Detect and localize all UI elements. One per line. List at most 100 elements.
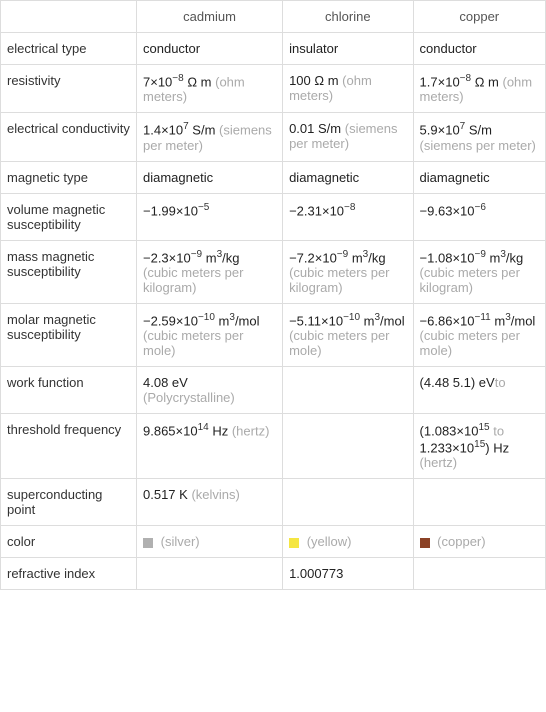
cell-value: /mol (380, 313, 405, 328)
data-cell: (copper) (413, 525, 545, 557)
data-cell: diamagnetic (137, 161, 283, 193)
row-label: electrical conductivity (1, 113, 137, 161)
data-cell: diamagnetic (413, 161, 545, 193)
row-label: threshold frequency (1, 414, 137, 479)
cell-value: 1.233×10 (420, 440, 475, 455)
superscript: 15 (474, 439, 485, 450)
data-cell: 9.865×1014 Hz (hertz) (137, 414, 283, 479)
cell-value: 0.01 S/m (289, 121, 341, 136)
data-cell: 0.01 S/m (siemens per meter) (283, 113, 413, 161)
color-swatch (289, 538, 299, 548)
cell-value: 5.1) eV (453, 375, 495, 390)
cell-value: m (348, 250, 362, 265)
data-cell: (1.083×1015 to 1.233×1015) Hz (hertz) (413, 414, 545, 479)
row-label: volume magnetic susceptibility (1, 193, 137, 240)
cell-value: 5.9×10 (420, 123, 460, 138)
data-cell: (4.48 5.1) eVto (413, 367, 545, 414)
cell-value: ) Hz (485, 440, 509, 455)
data-cell: insulator (283, 33, 413, 65)
superscript: −9 (337, 249, 348, 260)
data-cell: −2.3×10−9 m3/kg (cubic meters per kilogr… (137, 240, 283, 303)
cell-value: −7.2×10 (289, 250, 337, 265)
cell-value: m (491, 313, 505, 328)
data-cell: (yellow) (283, 525, 413, 557)
row-label: electrical type (1, 33, 137, 65)
unit-label: (hertz) (232, 424, 270, 439)
data-cell (283, 367, 413, 414)
cell-value: m (202, 250, 216, 265)
table-row: electrical typeconductorinsulatorconduct… (1, 33, 546, 65)
table-row: superconducting point0.517 K (kelvins) (1, 478, 546, 525)
superscript: 14 (198, 422, 209, 433)
unit-label: (siemens per meter) (420, 138, 536, 153)
data-cell: 7×10−8 Ω m (ohm meters) (137, 65, 283, 113)
row-label: resistivity (1, 65, 137, 113)
cell-value: conductor (420, 41, 477, 56)
cell-value: Ω m (471, 74, 499, 89)
cell-value: /kg (368, 250, 385, 265)
unit-label: (copper) (437, 534, 485, 549)
data-cell (413, 557, 545, 589)
color-swatch (143, 538, 153, 548)
row-label: work function (1, 367, 137, 414)
row-label: refractive index (1, 557, 137, 589)
cell-value: −1.99×10 (143, 203, 198, 218)
table-row: mass magnetic susceptibility−2.3×10−9 m3… (1, 240, 546, 303)
cell-value: Hz (209, 424, 229, 439)
cell-value: −2.59×10 (143, 313, 198, 328)
cell-value: m (360, 313, 374, 328)
cell-value: /kg (506, 250, 523, 265)
cell-value: 7×10 (143, 74, 172, 89)
unit-label: (hertz) (420, 455, 458, 470)
data-cell: −6.86×10−11 m3/mol (cubic meters per mol… (413, 303, 545, 366)
cell-value: −1.08×10 (420, 250, 475, 265)
table-row: work function4.08 eV (Polycrystalline)(4… (1, 367, 546, 414)
cell-value: S/m (189, 123, 216, 138)
row-label: mass magnetic susceptibility (1, 240, 137, 303)
unit-label: (yellow) (307, 534, 352, 549)
comparison-table: cadmium chlorine copper electrical typec… (0, 0, 546, 590)
cell-value: −2.31×10 (289, 203, 344, 218)
corner-cell (1, 1, 137, 33)
data-cell: conductor (137, 33, 283, 65)
unit-label: (cubic meters per kilogram) (143, 265, 243, 295)
cell-value: 1.4×10 (143, 123, 183, 138)
superscript: −9 (475, 249, 486, 260)
header-copper: copper (413, 1, 545, 33)
cell-value: m (215, 313, 229, 328)
cell-value: m (486, 250, 500, 265)
cell-value: /mol (511, 313, 536, 328)
cell-value: insulator (289, 41, 338, 56)
data-cell: 0.517 K (kelvins) (137, 478, 283, 525)
superscript: −11 (475, 312, 491, 323)
cell-value: diamagnetic (420, 170, 490, 185)
data-cell (283, 478, 413, 525)
row-label: molar magnetic susceptibility (1, 303, 137, 366)
header-chlorine: chlorine (283, 1, 413, 33)
table-row: magnetic typediamagneticdiamagneticdiama… (1, 161, 546, 193)
cell-value: 100 Ω m (289, 73, 338, 88)
data-cell: −5.11×10−10 m3/mol (cubic meters per mol… (283, 303, 413, 366)
table-row: refractive index 1.000773 (1, 557, 546, 589)
unit-label: (cubic meters per mole) (289, 328, 389, 358)
unit-label: (kelvins) (191, 487, 239, 502)
cell-value: /kg (222, 250, 239, 265)
data-cell: conductor (413, 33, 545, 65)
cell-value: −6.86×10 (420, 313, 475, 328)
cell-value: 1.000773 (289, 566, 343, 581)
unit-label: (cubic meters per kilogram) (289, 265, 389, 295)
data-cell: −1.08×10−9 m3/kg (cubic meters per kilog… (413, 240, 545, 303)
unit-label: (cubic meters per mole) (420, 328, 520, 358)
data-cell: diamagnetic (283, 161, 413, 193)
data-cell: −7.2×10−9 m3/kg (cubic meters per kilogr… (283, 240, 413, 303)
superscript: −5 (198, 202, 209, 213)
unit-label: (cubic meters per mole) (143, 328, 243, 358)
row-label: color (1, 525, 137, 557)
cell-value: −5.11×10 (289, 313, 343, 328)
data-cell (413, 478, 545, 525)
data-cell: −2.59×10−10 m3/mol (cubic meters per mol… (137, 303, 283, 366)
table-row: molar magnetic susceptibility−2.59×10−10… (1, 303, 546, 366)
superscript: −6 (475, 202, 486, 213)
cell-value: /mol (235, 313, 260, 328)
data-cell: −9.63×10−6 (413, 193, 545, 240)
